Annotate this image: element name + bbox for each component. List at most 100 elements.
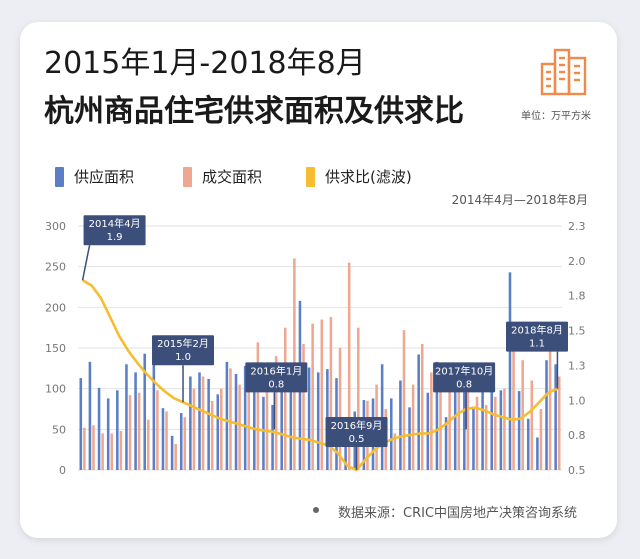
bar-supply bbox=[417, 354, 420, 470]
bar-supply bbox=[152, 348, 156, 470]
bar-deal bbox=[475, 396, 479, 470]
bar-deal bbox=[220, 388, 223, 470]
legend-swatch-supply bbox=[55, 166, 64, 187]
annotation-box bbox=[433, 362, 496, 393]
bar-supply bbox=[198, 372, 201, 470]
bar-deal bbox=[302, 343, 305, 470]
bar-supply bbox=[106, 398, 110, 470]
left-tick-label: 0 bbox=[59, 464, 66, 477]
right-tick-label: 1.5 bbox=[568, 325, 586, 338]
bar-deal bbox=[448, 380, 451, 470]
annotation-date: 2014年4月 bbox=[89, 217, 141, 230]
bar-deal bbox=[238, 384, 241, 470]
bar-supply bbox=[161, 408, 165, 470]
bar-deal bbox=[165, 411, 168, 470]
source-note: 数据来源：CRIC中国房地产决策咨询系统 bbox=[338, 506, 578, 521]
bar-deal bbox=[92, 425, 95, 470]
legend-item-deal: 成交面积 bbox=[183, 166, 262, 187]
annotation-box bbox=[245, 362, 308, 393]
bar-deal bbox=[411, 384, 415, 470]
right-tick-label: 1.0 bbox=[568, 394, 586, 407]
right-tick-label: 0.8 bbox=[568, 429, 586, 442]
bar-supply bbox=[253, 378, 256, 470]
bar-supply bbox=[490, 378, 494, 470]
right-tick-label: 1.3 bbox=[568, 359, 586, 372]
bar-deal bbox=[265, 362, 269, 470]
unit-label: 单位：万平方米 bbox=[521, 111, 591, 122]
bar-supply bbox=[207, 378, 210, 470]
ratio-line bbox=[81, 279, 558, 472]
chart-title-line1: 2015年1月-2018年8月 bbox=[44, 46, 366, 81]
annotation-date: 2017年10月 bbox=[435, 364, 493, 377]
bar-deal bbox=[83, 427, 86, 470]
bar-supply bbox=[472, 406, 475, 470]
annotation-box bbox=[506, 321, 568, 352]
legend-swatch-deal bbox=[183, 166, 192, 187]
bar-deal bbox=[119, 430, 123, 470]
legend-label-supply: 供应面积 bbox=[74, 168, 135, 186]
annotation-box bbox=[152, 335, 215, 366]
annotation-value: 0.8 bbox=[456, 379, 472, 390]
bar-deal bbox=[503, 388, 506, 470]
bar-deal bbox=[393, 433, 397, 470]
bar-deal bbox=[338, 348, 342, 470]
right-tick-label: 2.0 bbox=[568, 255, 586, 268]
legend-item-ratio: 供求比(滤波) bbox=[306, 166, 412, 187]
bar-deal bbox=[247, 380, 251, 470]
right-tick-label: 1.8 bbox=[568, 290, 586, 303]
bar-supply bbox=[271, 404, 274, 470]
bar-deal bbox=[457, 380, 461, 470]
bar-deal bbox=[283, 327, 287, 470]
bar-supply bbox=[545, 360, 548, 470]
bar-supply bbox=[499, 390, 503, 470]
bar-supply bbox=[526, 418, 530, 470]
bar-supply bbox=[225, 361, 229, 470]
bar-deal bbox=[557, 376, 561, 470]
bar-deal bbox=[521, 360, 524, 470]
annotation-value: 0.8 bbox=[268, 379, 284, 390]
bar-supply bbox=[216, 394, 220, 470]
chart-title-line2: 杭州商品住宅供求面积及供求比 bbox=[44, 94, 464, 129]
left-tick-label: 300 bbox=[45, 220, 66, 233]
annotation-box bbox=[325, 417, 388, 447]
bar-supply bbox=[143, 353, 146, 470]
bar-deal bbox=[347, 262, 351, 470]
bar-supply bbox=[536, 437, 539, 470]
left-tick-label: 250 bbox=[45, 261, 66, 274]
bar-deal bbox=[110, 433, 114, 470]
bar-supply bbox=[234, 374, 238, 470]
bar-supply bbox=[517, 391, 521, 470]
bar-deal bbox=[137, 392, 141, 470]
bar-supply bbox=[179, 413, 183, 470]
bar-supply bbox=[444, 417, 448, 470]
bar-supply bbox=[97, 387, 101, 470]
bar-deal bbox=[192, 388, 196, 470]
annotation-date: 2015年2月 bbox=[157, 337, 209, 350]
source-bullet bbox=[313, 507, 319, 513]
legend-label-ratio: 供求比(滤波) bbox=[325, 168, 412, 186]
bar-supply bbox=[554, 364, 557, 470]
annotation-box bbox=[83, 215, 146, 246]
legend-label-deal: 成交面积 bbox=[202, 168, 263, 186]
bar-supply bbox=[189, 376, 192, 470]
bar-deal bbox=[229, 368, 232, 470]
bar-deal bbox=[101, 433, 104, 470]
bar-supply bbox=[79, 378, 83, 470]
bar-deal bbox=[146, 419, 150, 470]
left-tick-label: 50 bbox=[52, 423, 66, 436]
buildings-icon bbox=[540, 44, 590, 100]
bar-deal bbox=[311, 323, 314, 470]
annotation-value: 1.0 bbox=[175, 352, 191, 363]
bar-deal bbox=[430, 372, 433, 470]
bar-supply bbox=[426, 392, 430, 470]
annotation-value: 1.1 bbox=[529, 339, 545, 350]
annotation-date: 2018年8月 bbox=[511, 324, 563, 337]
bar-supply bbox=[435, 361, 439, 470]
bar-deal bbox=[539, 409, 543, 470]
bar-deal bbox=[494, 396, 497, 470]
bar-supply bbox=[316, 372, 320, 470]
annotation-date: 2016年9月 bbox=[331, 419, 383, 432]
bar-deal bbox=[156, 390, 159, 470]
legend-swatch-ratio bbox=[306, 166, 315, 187]
bar-deal bbox=[329, 317, 333, 470]
